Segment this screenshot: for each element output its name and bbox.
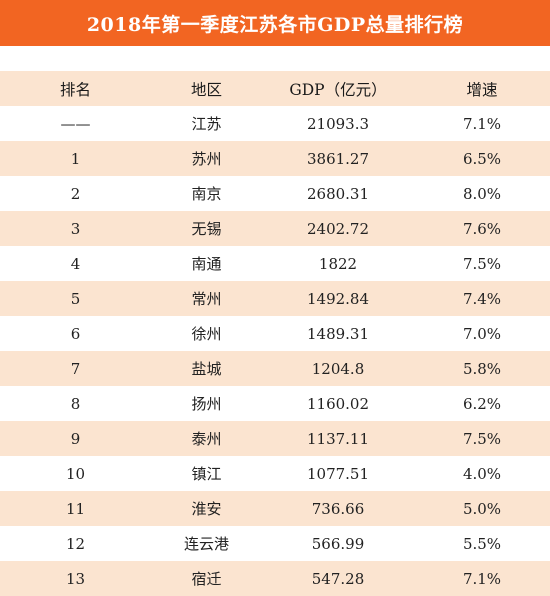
region-cell: 苏州 (191, 150, 222, 168)
table-row: 12 连云港 566.99 5.5% (0, 526, 550, 561)
table-row: 9 泰州 1137.11 7.5% (0, 421, 550, 456)
table-row: —— 江苏 21093.3 7.1% (0, 106, 550, 141)
growth-cell: 4.0% (462, 464, 502, 483)
table-row: 4 南通 1822 7.5% (0, 246, 550, 281)
table-row: 5 常州 1492.84 7.4% (0, 281, 550, 316)
growth-cell: 7.1% (462, 114, 502, 133)
region-cell: 镇江 (191, 465, 222, 483)
gdp-cell: 1822 (318, 254, 358, 273)
gdp-cell: 1489.31 (306, 324, 370, 343)
page-title: 2018年第一季度江苏各市GDP总量排行榜 (86, 13, 464, 36)
region-cell: 泰州 (191, 430, 222, 448)
table-body: —— 江苏 21093.3 7.1% 1 苏州 3861.27 6.5% 2 南京 2680.31 8… (0, 106, 550, 596)
growth-cell: 7.4% (462, 289, 502, 308)
table-row: 7 盐城 1204.8 5.8% (0, 351, 550, 386)
rank-cell: 12 (65, 534, 86, 553)
title-spacer (0, 46, 550, 71)
gdp-cell: 1077.51 (306, 464, 370, 483)
rank-cell: 13 (65, 569, 86, 588)
table-row: 6 徐州 1489.31 7.0% (0, 316, 550, 351)
rank-cell: 1 (70, 149, 81, 168)
growth-cell: 7.5% (462, 254, 502, 273)
gdp-cell: 2402.72 (306, 219, 370, 238)
rank-cell: 8 (70, 394, 81, 413)
region-cell: 连云港 (183, 535, 229, 553)
rank-cell: 10 (65, 464, 86, 483)
table-row: 13 宿迁 547.28 7.1% (0, 561, 550, 596)
growth-cell: 5.5% (462, 534, 502, 553)
header-growth: 增速 (466, 80, 498, 99)
region-cell: 徐州 (191, 325, 222, 343)
region-cell: 扬州 (191, 395, 222, 413)
region-cell: 南京 (191, 185, 222, 203)
region-cell: 无锡 (191, 220, 222, 238)
table-row: 8 扬州 1160.02 6.2% (0, 386, 550, 421)
rank-cell: —— (60, 114, 91, 133)
table-row: 1 苏州 3861.27 6.5% (0, 141, 550, 176)
region-cell: 常州 (191, 290, 222, 308)
gdp-cell: 3861.27 (306, 149, 370, 168)
rank-cell: 4 (70, 254, 81, 273)
rank-cell: 5 (70, 289, 81, 308)
growth-cell: 7.6% (462, 219, 502, 238)
table-row: 3 无锡 2402.72 7.6% (0, 211, 550, 246)
gdp-cell: 1492.84 (306, 289, 370, 308)
growth-cell: 5.8% (462, 359, 502, 378)
gdp-cell: 547.28 (311, 569, 365, 588)
growth-cell: 8.0% (462, 184, 502, 203)
rank-cell: 2 (70, 184, 81, 203)
growth-cell: 7.0% (462, 324, 502, 343)
growth-cell: 7.5% (462, 429, 502, 448)
header-region: 地区 (190, 80, 222, 99)
gdp-cell: 736.66 (311, 499, 365, 518)
region-cell: 宿迁 (191, 570, 222, 588)
rank-cell: 7 (70, 359, 81, 378)
growth-cell: 6.2% (462, 394, 502, 413)
region-cell: 淮安 (191, 500, 222, 518)
rank-cell: 9 (70, 429, 81, 448)
header-rank: 排名 (59, 80, 91, 99)
region-cell: 江苏 (191, 115, 222, 133)
title-bar: 2018年第一季度江苏各市GDP总量排行榜 (0, 0, 550, 46)
table-row: 2 南京 2680.31 8.0% (0, 176, 550, 211)
gdp-cell: 1160.02 (306, 394, 370, 413)
growth-cell: 7.1% (462, 569, 502, 588)
gdp-cell: 1137.11 (306, 429, 370, 448)
region-cell: 盐城 (191, 360, 222, 378)
gdp-cell: 2680.31 (306, 184, 370, 203)
rank-cell: 3 (70, 219, 81, 238)
growth-cell: 6.5% (462, 149, 502, 168)
growth-cell: 5.0% (462, 499, 502, 518)
table-row: 10 镇江 1077.51 4.0% (0, 456, 550, 491)
table-header-row: 排名 地区 GDP（亿元） 增速 (0, 71, 550, 106)
gdp-cell: 1204.8 (311, 359, 365, 378)
table-row: 11 淮安 736.66 5.0% (0, 491, 550, 526)
rank-cell: 11 (65, 499, 86, 518)
header-gdp: GDP（亿元） (289, 80, 387, 99)
gdp-table: 排名 地区 GDP（亿元） 增速 —— 江苏 21093.3 7.1% 1 苏州 3861.… (0, 71, 550, 596)
rank-cell: 6 (70, 324, 81, 343)
region-cell: 南通 (191, 255, 222, 273)
gdp-cell: 566.99 (311, 534, 365, 553)
gdp-cell: 21093.3 (306, 114, 370, 133)
